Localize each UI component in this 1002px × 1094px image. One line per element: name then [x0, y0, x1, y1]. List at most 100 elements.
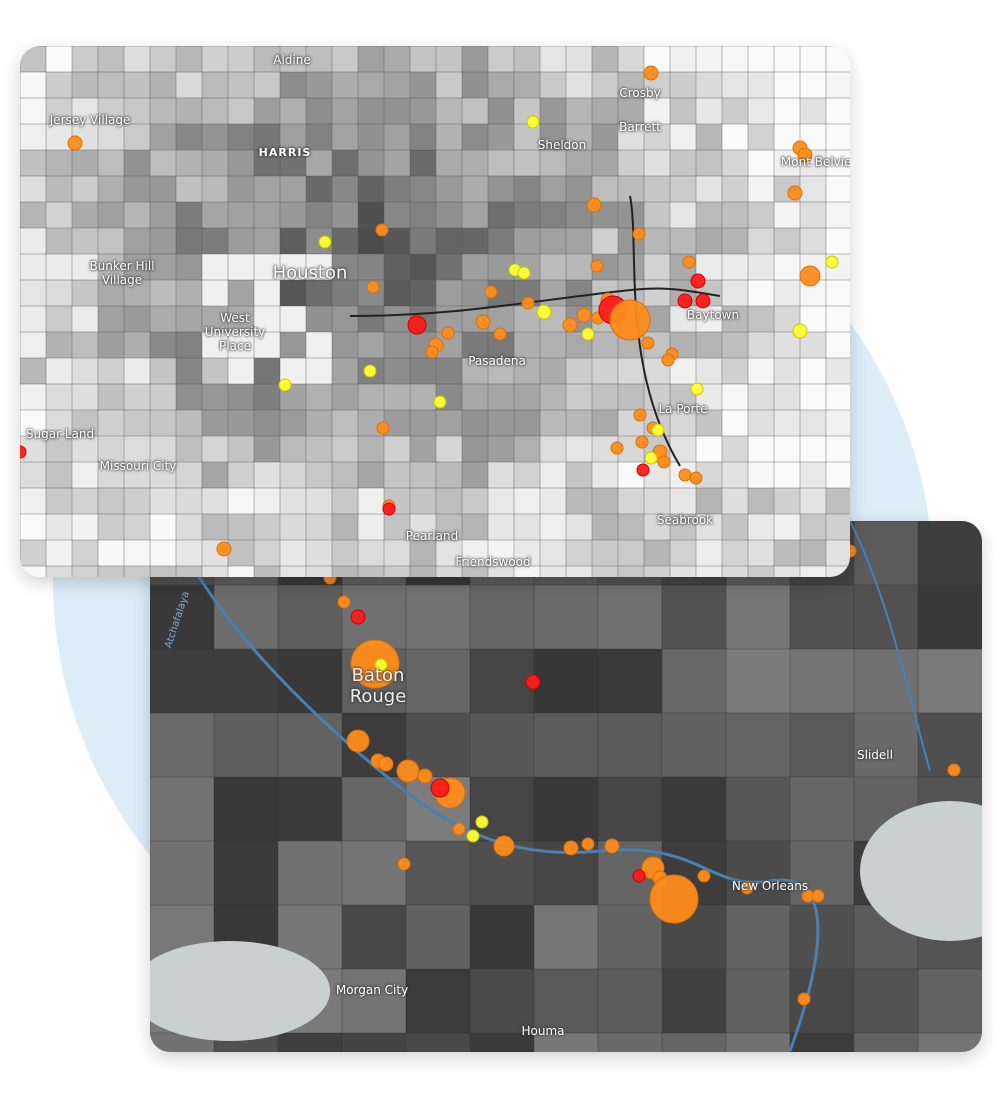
site-marker — [441, 326, 455, 340]
site-marker — [366, 280, 380, 294]
region — [201, 383, 229, 411]
region — [721, 175, 749, 203]
region — [357, 461, 385, 489]
region — [597, 712, 663, 778]
region — [149, 565, 177, 577]
region — [597, 584, 663, 650]
region — [695, 71, 723, 99]
region — [331, 331, 359, 359]
site-marker — [811, 889, 825, 903]
region — [539, 331, 567, 359]
region — [331, 409, 359, 437]
region — [201, 331, 229, 359]
water — [860, 801, 982, 941]
region — [721, 409, 749, 437]
site-marker — [657, 455, 671, 469]
region — [149, 71, 177, 99]
region — [591, 46, 619, 73]
region — [539, 279, 567, 307]
region — [383, 357, 411, 385]
region — [643, 539, 671, 567]
region — [331, 461, 359, 489]
region — [461, 149, 489, 177]
region — [435, 539, 463, 567]
region — [643, 227, 671, 255]
region — [695, 46, 723, 73]
region — [97, 123, 125, 151]
region — [331, 149, 359, 177]
site-marker — [376, 421, 390, 435]
region — [357, 71, 385, 99]
region — [20, 227, 47, 255]
region — [435, 253, 463, 281]
region — [917, 521, 982, 586]
region — [305, 253, 333, 281]
region — [71, 71, 99, 99]
site-marker — [563, 840, 579, 856]
region — [71, 565, 99, 577]
region — [253, 201, 281, 229]
region — [123, 435, 151, 463]
region — [435, 227, 463, 255]
region — [725, 712, 791, 778]
region — [409, 149, 437, 177]
place-label: Houma — [521, 1024, 565, 1038]
region — [227, 357, 255, 385]
region — [435, 201, 463, 229]
region — [331, 435, 359, 463]
region — [383, 565, 411, 577]
region — [591, 71, 619, 99]
region — [799, 227, 827, 255]
region — [617, 253, 645, 281]
region — [409, 565, 437, 577]
region — [305, 331, 333, 359]
region — [409, 201, 437, 229]
region — [773, 253, 801, 281]
region — [331, 253, 359, 281]
region — [853, 712, 919, 778]
region — [357, 253, 385, 281]
region — [917, 1032, 982, 1052]
region — [97, 149, 125, 177]
region — [617, 565, 645, 577]
region — [253, 435, 281, 463]
region — [71, 357, 99, 385]
region — [669, 175, 697, 203]
region — [277, 840, 343, 906]
region — [45, 461, 73, 489]
region — [149, 331, 177, 359]
region — [747, 71, 775, 99]
region — [469, 968, 535, 1034]
region — [227, 539, 255, 567]
louisiana-map: Atchafalaya Baton Rouge Slidell New Orleans… — [150, 521, 982, 1052]
region — [853, 584, 919, 650]
site-marker — [363, 364, 377, 378]
region — [97, 305, 125, 333]
region — [279, 201, 307, 229]
region — [533, 904, 599, 970]
region — [799, 71, 827, 99]
region — [227, 461, 255, 489]
region — [227, 331, 255, 359]
region — [461, 565, 489, 577]
region — [747, 461, 775, 489]
region — [533, 1032, 599, 1052]
region — [513, 487, 541, 515]
region — [45, 435, 73, 463]
region — [487, 201, 515, 229]
region — [799, 435, 827, 463]
region — [149, 461, 177, 489]
region — [695, 409, 723, 437]
region — [175, 565, 203, 577]
site-marker — [407, 315, 427, 335]
region — [435, 175, 463, 203]
region — [487, 539, 515, 567]
region — [409, 46, 437, 73]
region — [357, 565, 385, 577]
region — [721, 97, 749, 125]
region — [825, 461, 850, 489]
site-marker — [525, 674, 541, 690]
region — [279, 461, 307, 489]
region — [853, 1032, 919, 1052]
region — [469, 904, 535, 970]
